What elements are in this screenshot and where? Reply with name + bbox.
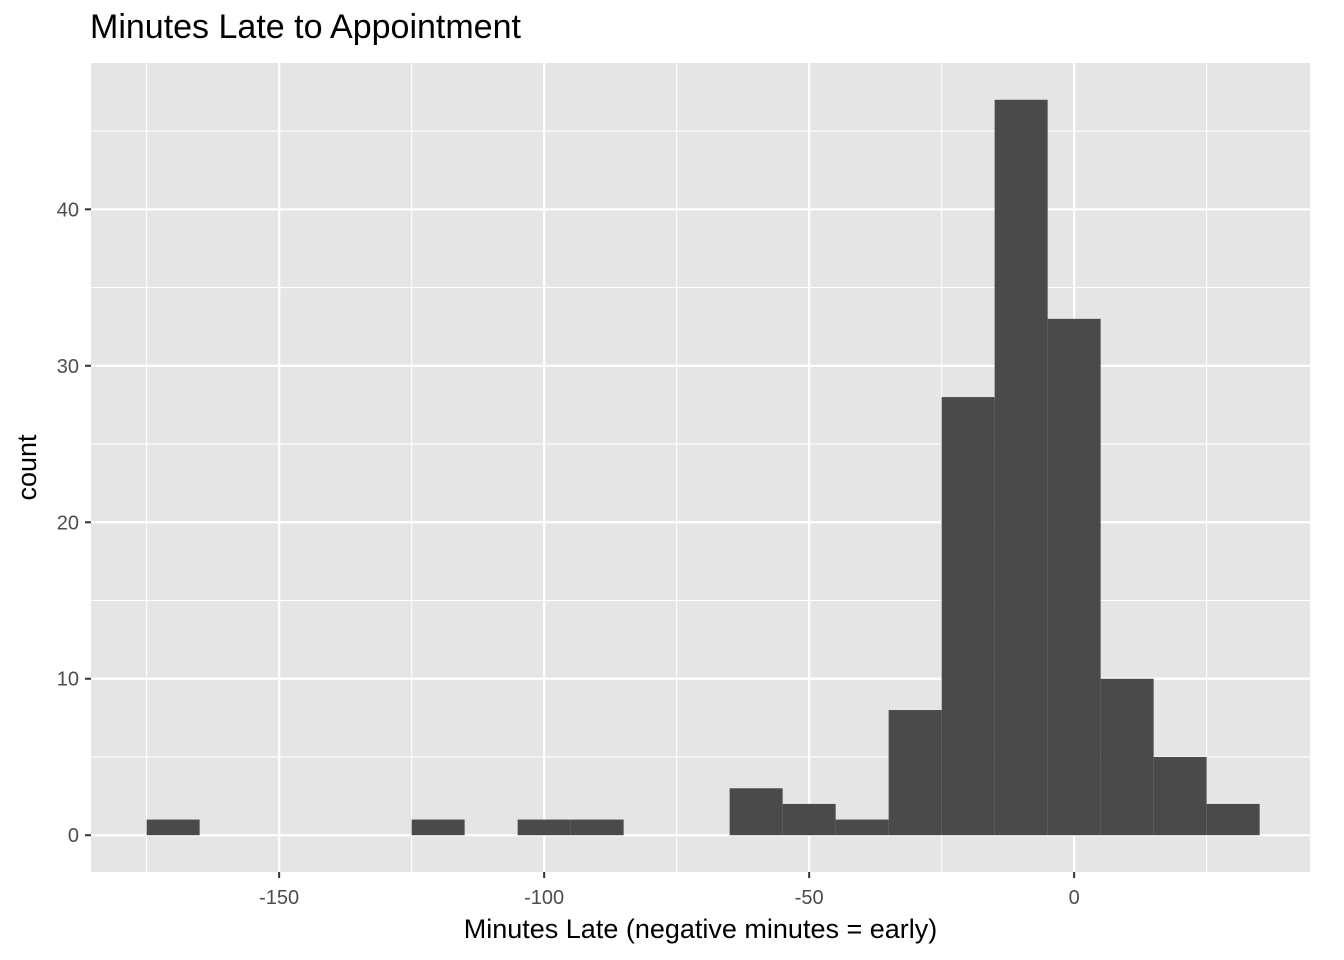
histogram-bar (1206, 803, 1260, 836)
y-tick-label: 40 (57, 199, 79, 221)
histogram-bar (570, 819, 624, 836)
histogram-bar (941, 397, 995, 836)
histogram-bar (835, 819, 889, 836)
y-tick-label: 30 (57, 356, 79, 378)
x-tick-label: 0 (1069, 887, 1080, 909)
x-axis-title: Minutes Late (negative minutes = early) (464, 914, 938, 944)
histogram-bar (994, 99, 1048, 836)
x-tick-label: -100 (524, 887, 564, 909)
chart-title: Minutes Late to Appointment (90, 8, 521, 46)
y-tick-label: 0 (68, 825, 79, 847)
histogram-bar (411, 819, 465, 836)
x-tick-label: -150 (259, 887, 299, 909)
histogram-bar (782, 803, 836, 836)
x-tick-label: -50 (795, 887, 824, 909)
histogram-bar (1047, 318, 1101, 836)
histogram-bar (888, 710, 942, 836)
histogram-bars (146, 99, 1260, 836)
y-axis: 0 10 20 30 40 (57, 199, 91, 847)
histogram-bar (146, 819, 200, 836)
x-axis: -150 -100 -50 0 (259, 872, 1080, 909)
histogram-bar (1153, 756, 1207, 836)
histogram-bar (517, 819, 571, 836)
y-tick-label: 10 (57, 669, 79, 691)
histogram-bar (729, 788, 783, 836)
y-axis-title: count (12, 434, 42, 501)
histogram-bar (1100, 678, 1154, 836)
y-tick-label: 20 (57, 512, 79, 534)
